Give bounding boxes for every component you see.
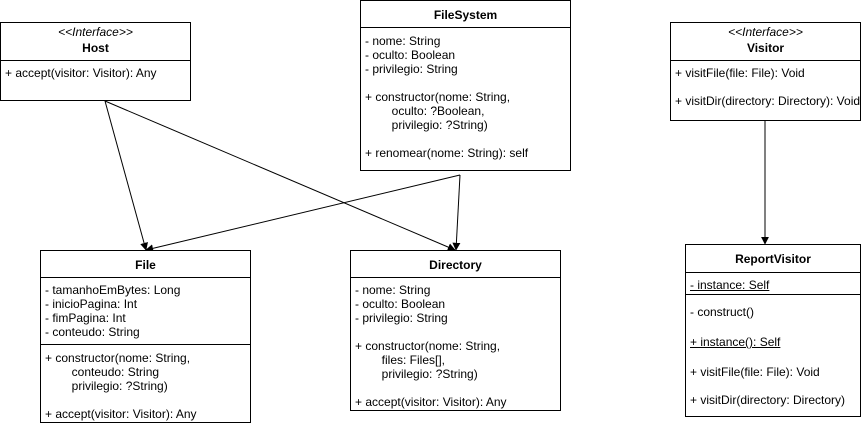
visitor-method-visitfile: + visitFile(file: File): Void	[675, 66, 805, 80]
filesystem-attr-oculto: - oculto: Boolean	[365, 48, 456, 62]
file-methods: + constructor(nome: String, conteudo: St…	[41, 345, 250, 426]
filesystem-attr-nome: - nome: String	[365, 34, 441, 48]
directory-attributes: - nome: String - oculto: Boolean - privi…	[351, 278, 560, 414]
filesystem-name: FileSystem	[433, 8, 498, 22]
filesystem-constructor-line2: oculto: ?Boolean,	[365, 104, 485, 118]
reportvisitor-method-construct: - construct()	[690, 305, 755, 319]
directory-method-accept: + accept(visitor: Visitor): Any	[355, 395, 507, 409]
reportvisitor-header: ReportVisitor	[686, 245, 860, 273]
reportvisitor-name: ReportVisitor	[735, 252, 811, 266]
filesystem-members: - nome: String - oculto: Boolean - privi…	[361, 28, 570, 165]
directory-constructor-line2: files: Files[],	[355, 353, 446, 367]
filesystem-class-box[interactable]: FileSystem - nome: String - oculto: Bool…	[360, 0, 571, 171]
file-attr-inicio: - inicioPagina: Int	[45, 297, 138, 311]
file-constructor-line1: + constructor(nome: String,	[45, 351, 191, 365]
directory-name: Directory	[429, 258, 482, 272]
filesystem-method-renomear: + renomear(nome: String): self	[365, 146, 529, 160]
directory-attr-privilegio: - privilegio: String	[355, 311, 448, 325]
reportvisitor-attributes: - instance: Self	[686, 273, 860, 295]
filesystem-constructor-line3: privilegio: ?String)	[365, 118, 488, 132]
reportvisitor-method-visitdir: + visitDir(directory: Directory)	[690, 393, 846, 407]
reportvisitor-method-visitfile: + visitFile(file: File): Void	[690, 365, 820, 379]
visitor-name: Visitor	[746, 41, 785, 55]
filesystem-header: FileSystem	[361, 1, 570, 28]
file-attr-tamanho: - tamanhoEmBytes: Long	[45, 283, 181, 297]
visitor-header: <<Interface>> Visitor	[671, 23, 860, 61]
visitor-interface-box[interactable]: <<Interface>> Visitor + visitFile(file: …	[670, 22, 861, 121]
filesystem-attr-privilegio: - privilegio: String	[365, 62, 458, 76]
host-interface-box[interactable]: <<Interface>> Host + accept(visitor: Vis…	[0, 22, 191, 101]
file-header: File	[41, 251, 250, 278]
host-methods: + accept(visitor: Visitor): Any	[1, 61, 190, 85]
file-attr-fim: - fimPagina: Int	[45, 311, 126, 325]
file-name: File	[135, 258, 156, 272]
filesystem-constructor-line1: + constructor(nome: String,	[365, 90, 511, 104]
arrow-host-to-file	[104, 100, 148, 251]
host-header: <<Interface>> Host	[1, 23, 190, 61]
file-method-accept: + accept(visitor: Visitor): Any	[45, 407, 197, 421]
host-stereotype: <<Interface>>	[58, 25, 133, 39]
file-constructor-line2: conteudo: String	[45, 365, 160, 379]
host-name: Host	[82, 41, 109, 55]
file-class-box[interactable]: File - tamanhoEmBytes: Long - inicioPagi…	[40, 250, 251, 423]
file-attributes: - tamanhoEmBytes: Long - inicioPagina: I…	[41, 278, 250, 345]
reportvisitor-class-box[interactable]: ReportVisitor - instance: Self - constru…	[685, 244, 861, 417]
reportvisitor-attr-instance: - instance: Self	[690, 278, 770, 292]
directory-attr-oculto: - oculto: Boolean	[355, 297, 446, 311]
arrow-filesystem-to-file	[145, 174, 461, 253]
visitor-stereotype: <<Interface>>	[728, 25, 803, 39]
host-method-accept: + accept(visitor: Visitor): Any	[5, 66, 157, 80]
arrow-filesystem-to-directory	[452, 174, 461, 251]
directory-attr-nome: - nome: String	[355, 283, 431, 297]
directory-header: Directory	[351, 251, 560, 278]
visitor-methods: + visitFile(file: File): Void + visitDir…	[671, 61, 860, 113]
file-constructor-line3: privilegio: ?String)	[45, 379, 168, 393]
visitor-method-visitdir: + visitDir(directory: Directory): Void	[675, 94, 861, 108]
reportvisitor-method-instance: + instance(): Self	[690, 335, 781, 349]
reportvisitor-methods: - construct() + instance(): Self + visit…	[686, 295, 860, 412]
directory-constructor-line1: + constructor(nome: String,	[355, 339, 501, 353]
directory-class-box[interactable]: Directory - nome: String - oculto: Boole…	[350, 250, 561, 411]
file-attr-conteudo: - conteudo: String	[45, 325, 140, 339]
directory-constructor-line3: privilegio: ?String)	[355, 367, 478, 381]
